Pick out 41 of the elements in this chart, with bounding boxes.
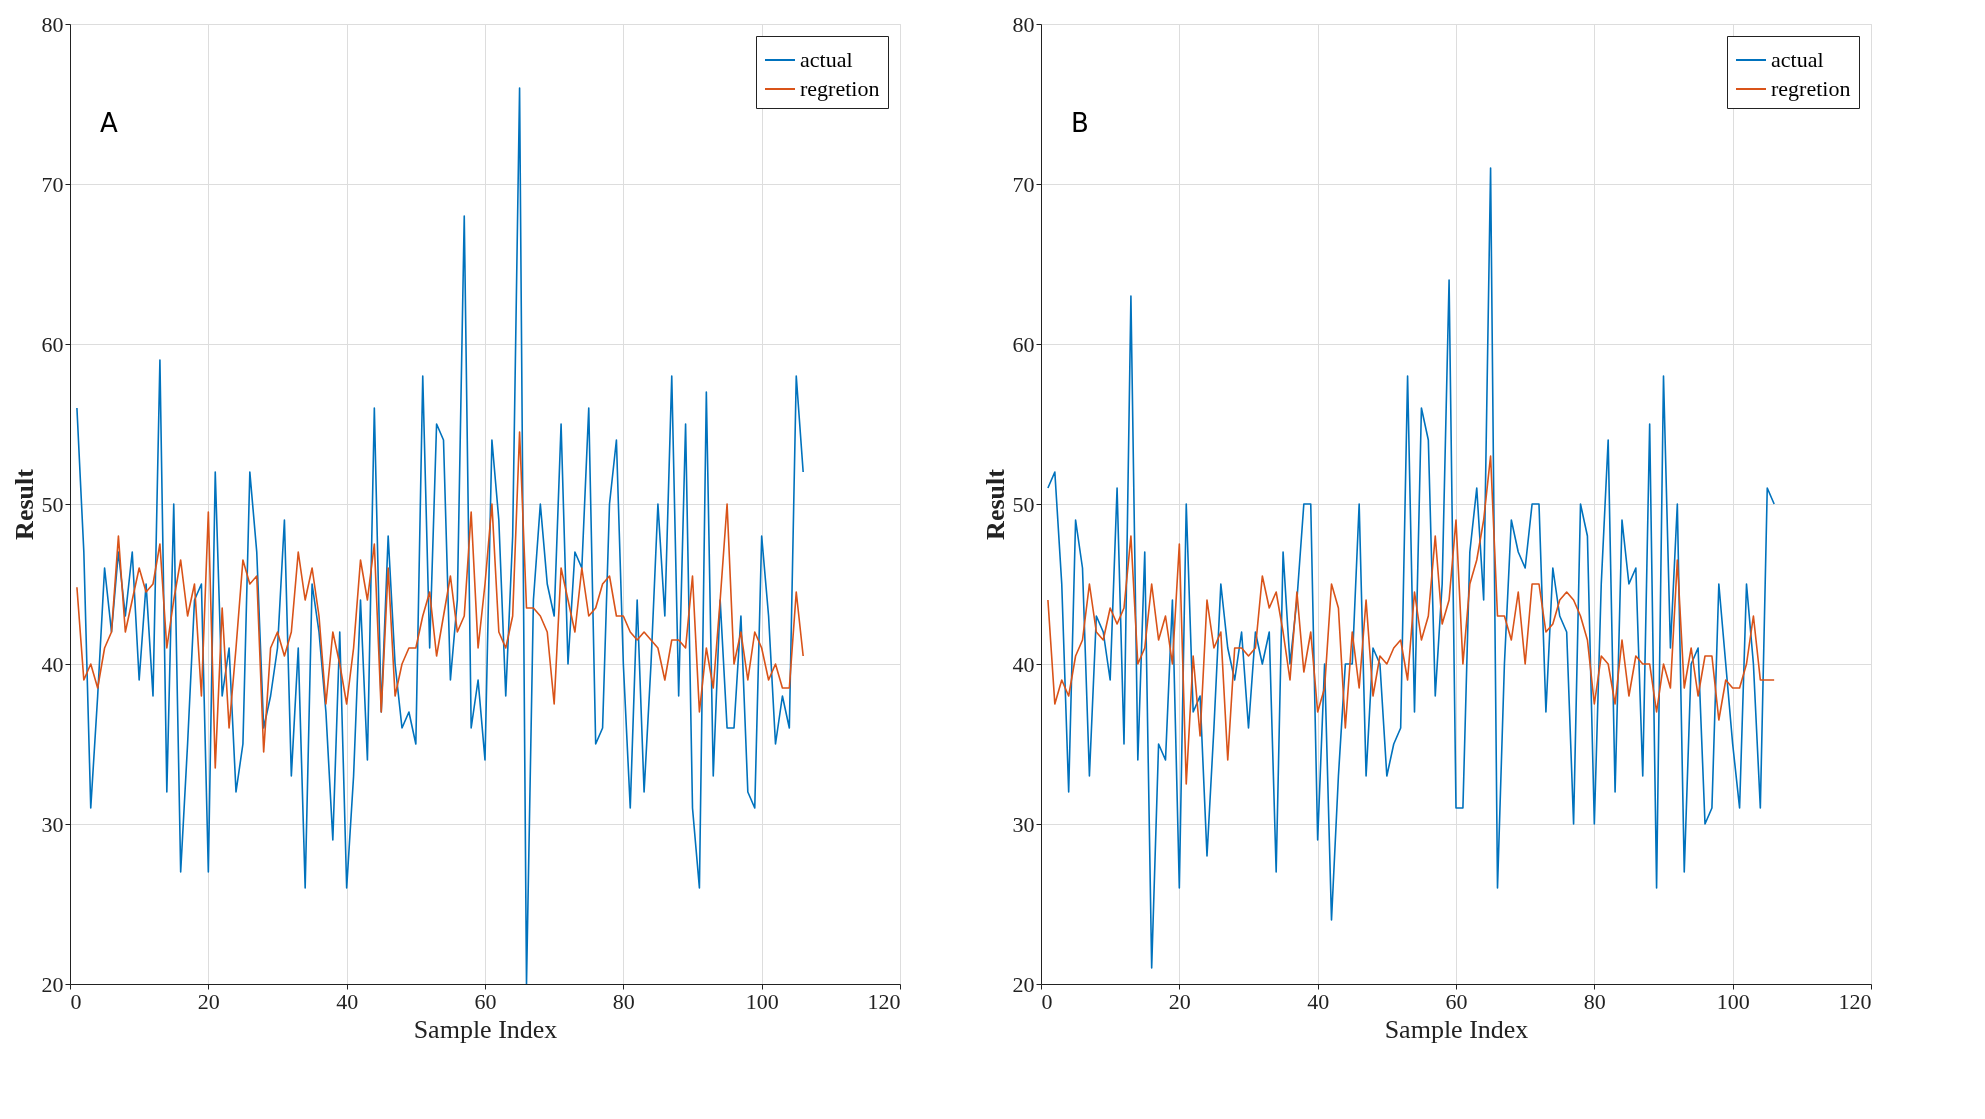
y-tick-label: 80 [1012, 11, 1035, 37]
annotation: B [1071, 108, 1089, 138]
x-tick-label: 80 [1583, 988, 1606, 1014]
y-tick-label: 70 [41, 171, 64, 197]
annotation: A [100, 108, 118, 138]
line-series [76, 431, 804, 769]
y-tick-label: 80 [41, 11, 64, 37]
line-series [1047, 167, 1775, 969]
x-tick-label: 120 [1838, 988, 1872, 1014]
y-tick-label: 20 [1012, 971, 1035, 997]
y-tick-label: 50 [41, 491, 64, 517]
y-tick-label: 70 [1012, 171, 1035, 197]
y-tick-label: 50 [1012, 491, 1035, 517]
y-tick-label: 40 [41, 651, 64, 677]
legend-label: actual [1771, 47, 1824, 72]
x-axis-title: Sample Index [1384, 1014, 1529, 1044]
x-tick-label: 120 [867, 988, 901, 1014]
x-tick-label: 100 [1716, 988, 1750, 1014]
x-tick-label: 0 [1041, 988, 1053, 1014]
x-tick-label: 40 [336, 988, 359, 1014]
line-series [1047, 455, 1775, 785]
y-axis-title: Result [9, 468, 39, 540]
legend-label: regretion [1771, 76, 1851, 101]
y-tick-label: 40 [1012, 651, 1035, 677]
x-tick-label: 60 [1445, 988, 1468, 1014]
y-tick-label: 30 [1012, 811, 1035, 837]
x-tick-label: 60 [474, 988, 497, 1014]
legend-label: regretion [800, 76, 880, 101]
x-tick-label: 40 [1307, 988, 1330, 1014]
y-tick-label: 60 [41, 331, 64, 357]
y-tick-label: 30 [41, 811, 64, 837]
x-tick-label: 20 [197, 988, 220, 1014]
x-axis-title: Sample Index [413, 1014, 558, 1044]
x-tick-label: 100 [745, 988, 779, 1014]
x-tick-label: 0 [70, 988, 82, 1014]
y-tick-label: 20 [41, 971, 64, 997]
y-tick-label: 60 [1012, 331, 1035, 357]
y-axis-title: Result [980, 468, 1010, 540]
legend-label: actual [800, 47, 853, 72]
x-tick-label: 80 [612, 988, 635, 1014]
x-tick-label: 20 [1168, 988, 1191, 1014]
